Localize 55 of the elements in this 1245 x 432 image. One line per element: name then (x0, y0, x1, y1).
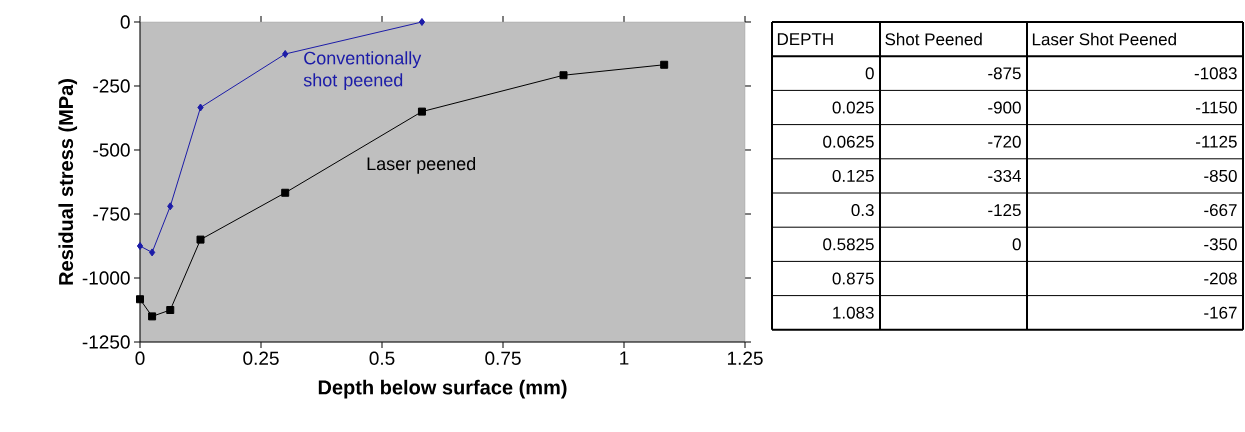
text: 0 (1012, 238, 1021, 251)
x-tick-label: 1 (620, 351, 629, 365)
y-tick-label: -500 (93, 143, 130, 157)
point (281, 188, 290, 197)
x-tick-label: 1.25 (727, 351, 763, 365)
text: 1.083 (833, 306, 874, 319)
text: 0.0625 (823, 135, 874, 148)
point (148, 248, 156, 257)
x-tick-label: 0.25 (243, 351, 279, 365)
text: 0.5825 (823, 238, 874, 251)
point (197, 103, 204, 112)
text: 0.875 (832, 272, 874, 285)
point (167, 202, 174, 211)
point (166, 306, 175, 314)
text: -167 (1204, 306, 1237, 319)
point (136, 242, 144, 250)
text: -850 (1204, 169, 1237, 182)
category-label: Shot Peened (885, 32, 982, 46)
text: -720 (988, 135, 1021, 148)
text: -667 (1204, 204, 1237, 217)
point (418, 18, 426, 26)
point (136, 295, 145, 304)
text: -900 (988, 101, 1021, 114)
y-tick-label: -750 (93, 207, 130, 221)
y-axis-title: Residual stress (MPa) (58, 79, 78, 285)
point (559, 71, 568, 80)
x-tick-label: 0 (135, 351, 145, 365)
text: 0.125 (832, 169, 874, 182)
point (417, 107, 426, 116)
category-label: DEPTH (777, 33, 833, 45)
text: -875 (988, 67, 1021, 80)
text: -1083 (1194, 67, 1237, 80)
x-tick-label: 0.75 (485, 351, 521, 365)
text: -350 (1204, 238, 1237, 251)
point (148, 312, 157, 321)
point (196, 235, 205, 244)
text: 0.025 (832, 101, 874, 114)
text: 0 (865, 67, 874, 80)
series-label: Laser peened (367, 156, 476, 174)
x-tick-label: 0.5 (369, 351, 395, 365)
point (660, 60, 669, 69)
text: -125 (988, 204, 1021, 217)
x-axis-title: Depth below surface (mm) (318, 379, 567, 399)
text: -1150 (1196, 101, 1237, 114)
category-label: Laser Shot Peened (1032, 32, 1176, 46)
point (282, 50, 289, 58)
text: -334 (988, 169, 1021, 182)
series-label: Conventionally shot peened (303, 51, 422, 91)
y-tick-label: -250 (93, 79, 130, 93)
text: 0.3 (851, 204, 874, 217)
text: -1125 (1196, 135, 1237, 148)
text: -208 (1204, 272, 1237, 285)
y-tick-label: 0 (120, 15, 130, 29)
y-tick-label: -1250 (82, 335, 130, 349)
y-tick-label: -1000 (82, 271, 130, 285)
